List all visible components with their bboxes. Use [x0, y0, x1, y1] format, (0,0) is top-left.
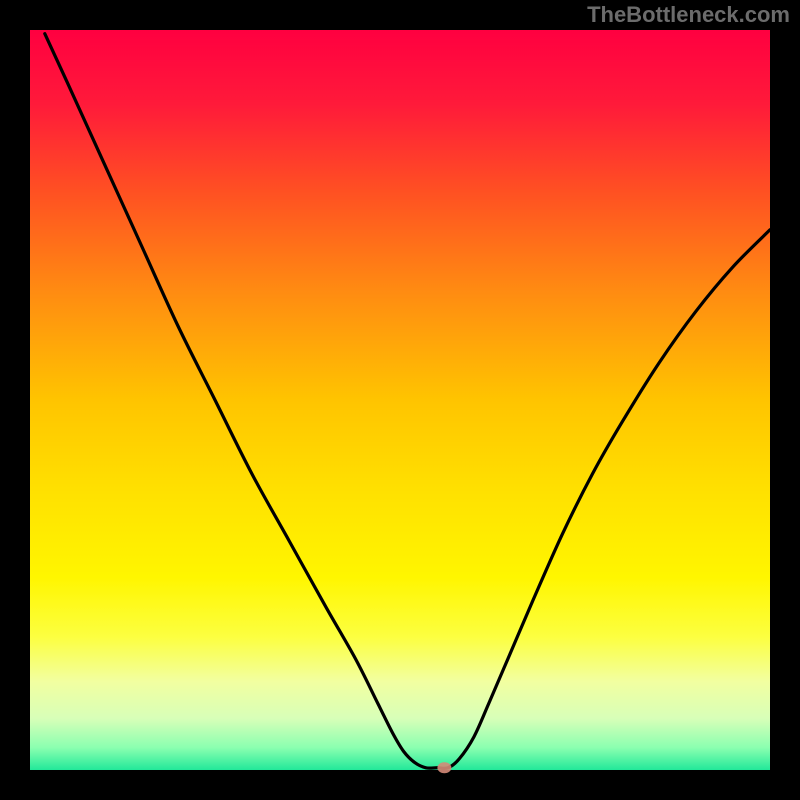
watermark-text: TheBottleneck.com: [587, 2, 790, 28]
plot-background: [30, 30, 770, 770]
figure-container: TheBottleneck.com: [0, 0, 800, 800]
minimum-marker: [437, 762, 451, 773]
bottleneck-chart: [0, 0, 800, 800]
